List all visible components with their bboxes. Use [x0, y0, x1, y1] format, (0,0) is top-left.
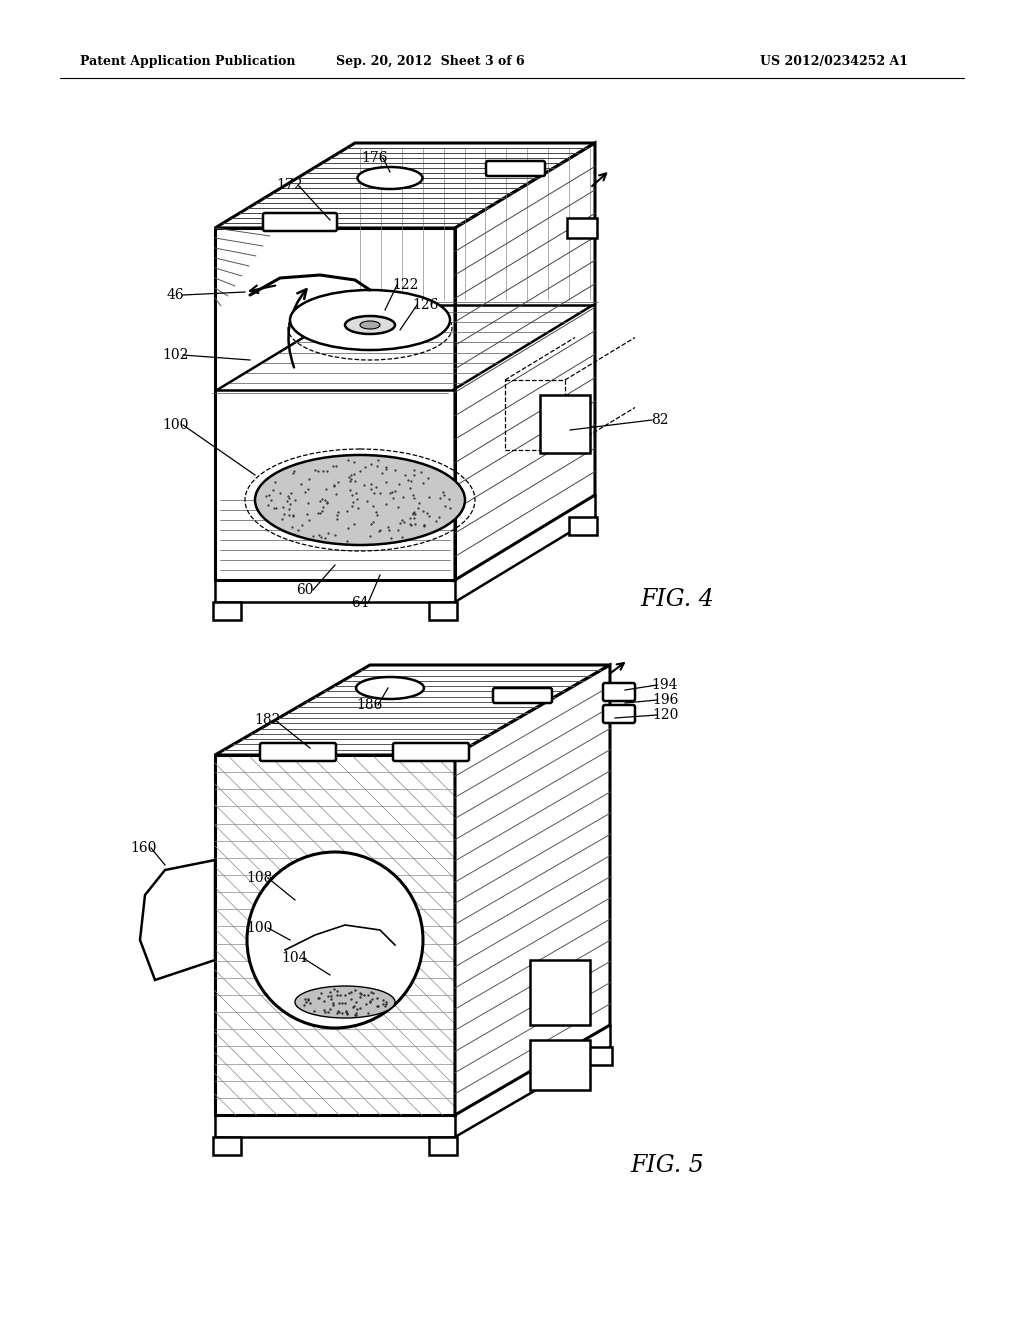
Text: 100: 100	[162, 418, 188, 432]
Bar	[584, 1047, 612, 1065]
Text: 64: 64	[351, 597, 369, 610]
Text: 172: 172	[276, 178, 303, 191]
Bar	[567, 218, 597, 238]
Text: 108: 108	[247, 871, 273, 884]
Bar	[569, 517, 597, 535]
Text: 60: 60	[296, 583, 313, 597]
FancyBboxPatch shape	[486, 161, 545, 176]
Text: Sep. 20, 2012  Sheet 3 of 6: Sep. 20, 2012 Sheet 3 of 6	[336, 55, 524, 69]
FancyBboxPatch shape	[603, 705, 635, 723]
Text: 104: 104	[282, 950, 308, 965]
Bar	[530, 960, 590, 1026]
Text: 46: 46	[166, 288, 184, 302]
Text: 100: 100	[247, 921, 273, 935]
Text: 120: 120	[652, 708, 678, 722]
Bar	[530, 1040, 590, 1090]
Bar	[429, 602, 457, 620]
FancyBboxPatch shape	[603, 682, 635, 701]
Ellipse shape	[365, 681, 415, 694]
Text: 186: 186	[356, 698, 383, 711]
Polygon shape	[215, 665, 610, 755]
Polygon shape	[455, 665, 610, 1115]
Text: 196: 196	[652, 693, 678, 708]
Bar	[429, 1137, 457, 1155]
Text: US 2012/0234252 A1: US 2012/0234252 A1	[760, 55, 908, 69]
Polygon shape	[455, 143, 595, 579]
Text: FIG. 5: FIG. 5	[630, 1154, 703, 1176]
Ellipse shape	[357, 168, 423, 189]
Ellipse shape	[295, 986, 395, 1018]
Ellipse shape	[356, 677, 424, 700]
Ellipse shape	[345, 315, 395, 334]
Text: 176: 176	[361, 150, 388, 165]
Text: FIG. 4: FIG. 4	[640, 589, 714, 611]
Bar	[505, 380, 565, 450]
Text: 82: 82	[651, 413, 669, 426]
Text: 126: 126	[412, 298, 438, 312]
FancyBboxPatch shape	[263, 213, 337, 231]
Ellipse shape	[290, 290, 450, 350]
Ellipse shape	[360, 321, 380, 329]
Text: 102: 102	[162, 348, 188, 362]
FancyBboxPatch shape	[393, 743, 469, 762]
Polygon shape	[140, 861, 215, 979]
Text: 182: 182	[254, 713, 281, 727]
Bar	[213, 1137, 241, 1155]
FancyBboxPatch shape	[260, 743, 336, 762]
Text: Patent Application Publication: Patent Application Publication	[80, 55, 296, 69]
FancyBboxPatch shape	[493, 688, 552, 704]
Polygon shape	[215, 143, 595, 228]
Ellipse shape	[366, 172, 414, 185]
Text: 122: 122	[392, 279, 418, 292]
Bar	[540, 395, 590, 453]
Ellipse shape	[255, 455, 465, 545]
Bar	[213, 602, 241, 620]
Text: 194: 194	[651, 678, 678, 692]
Text: 160: 160	[130, 841, 157, 855]
Circle shape	[247, 851, 423, 1028]
Polygon shape	[215, 755, 455, 1115]
